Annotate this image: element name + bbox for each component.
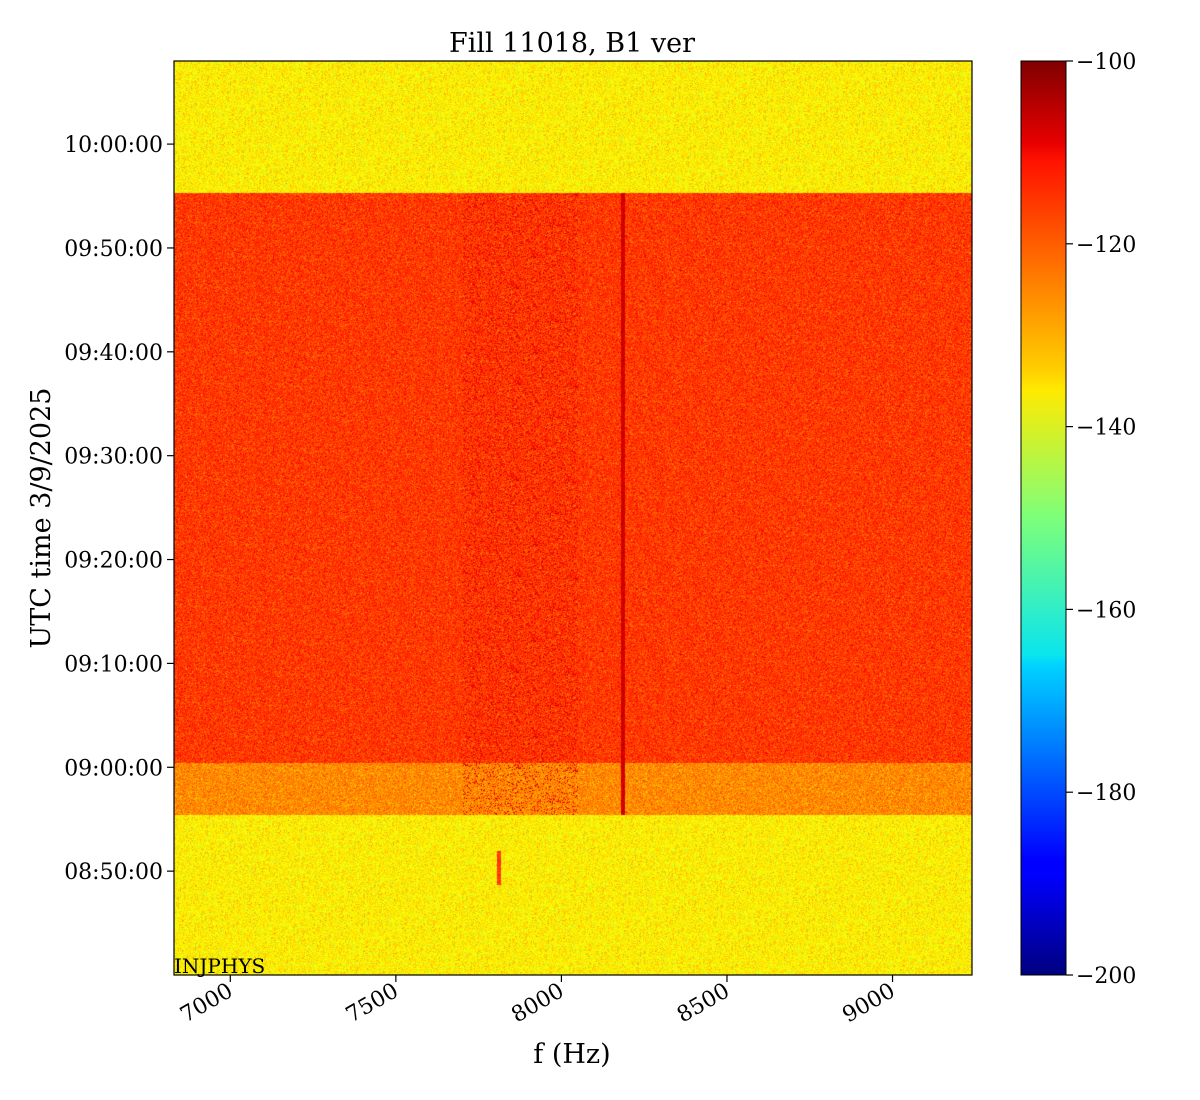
x-tick-label: 8000 — [507, 979, 568, 1029]
y-tick-label: 09:00:00 — [64, 756, 163, 781]
colorbar-tick-label: −180 — [1076, 781, 1136, 806]
colorbar: −100 −120 −140 −160 −180 −200 — [1020, 50, 1136, 989]
plot-frame — [173, 60, 973, 976]
annotation-label: INJPHYS — [174, 954, 265, 978]
colorbar-tick-label: −160 — [1076, 598, 1136, 623]
x-tick-label: 8500 — [673, 979, 734, 1029]
y-tick-label: 09:50:00 — [64, 237, 163, 262]
colorbar-tick-label: −100 — [1076, 50, 1136, 75]
x-tick-label: 7500 — [342, 979, 403, 1029]
heatmap-image — [174, 61, 972, 975]
y-tick-label: 09:20:00 — [64, 549, 163, 574]
y-tick-label: 09:40:00 — [64, 341, 163, 366]
x-axis-label: f (Hz) — [533, 1039, 610, 1070]
colorbar-tick-label: −120 — [1076, 233, 1136, 258]
y-axis-label: UTC time 3/9/2025 — [26, 388, 57, 649]
y-tick-label: 09:10:00 — [64, 652, 163, 677]
heatmap-plot-area — [173, 60, 973, 976]
y-tick-label: 09:30:00 — [64, 445, 163, 470]
chart-title: Fill 11018, B1 ver — [449, 28, 695, 59]
x-axis: 7000 7500 8000 8500 9000 — [176, 975, 900, 1029]
x-tick-label: 7000 — [176, 979, 237, 1029]
y-axis: 08:50:00 09:00:00 09:10:00 09:20:00 09:30:00… — [64, 133, 174, 885]
colorbar-tick-label: −200 — [1076, 964, 1136, 989]
y-tick-label: 10:00:00 — [64, 133, 163, 158]
colorbar-gradient — [1020, 60, 1067, 976]
x-tick-label: 9000 — [839, 979, 900, 1029]
colorbar-tick-label: −140 — [1076, 416, 1136, 441]
y-tick-label: 08:50:00 — [64, 860, 163, 885]
colorbar-ticks: −100 −120 −140 −160 −180 −200 — [1066, 50, 1136, 989]
